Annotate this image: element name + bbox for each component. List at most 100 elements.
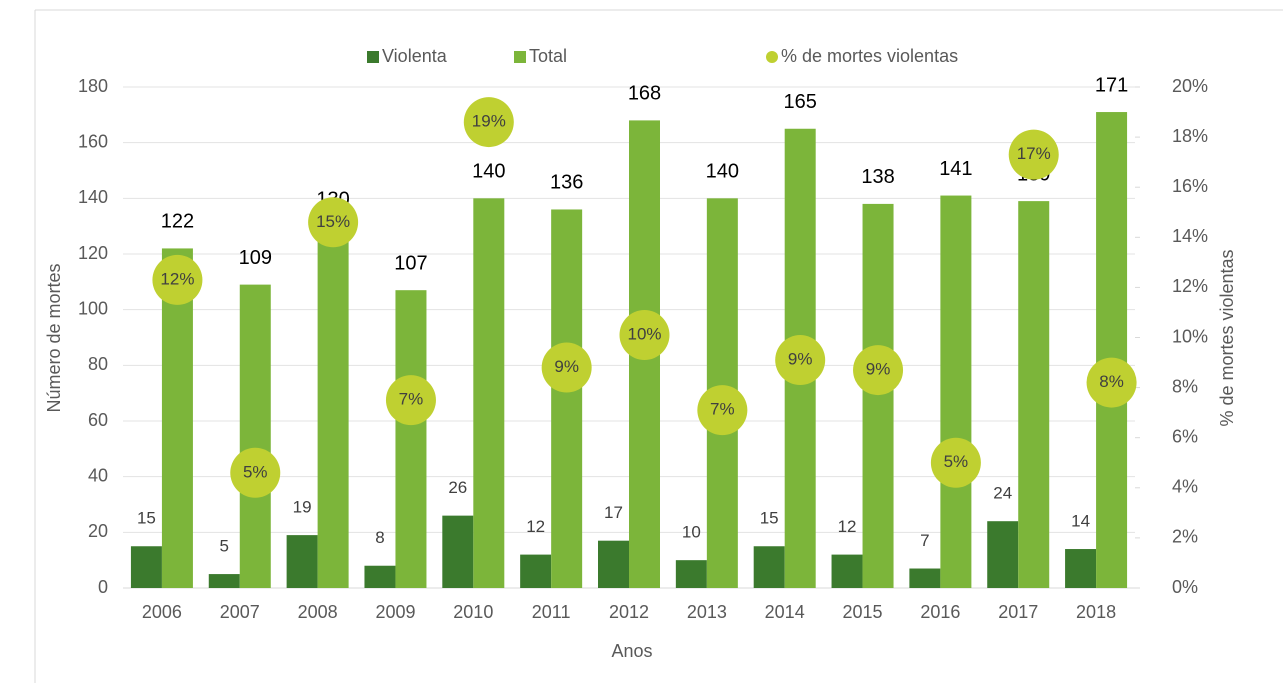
bar — [161, 248, 193, 588]
y-tick-label: 180 — [78, 76, 108, 96]
x-tick-label: 2015 — [843, 602, 883, 622]
bar — [909, 568, 941, 588]
data-label: 5 — [220, 537, 229, 556]
bar — [598, 540, 629, 588]
data-label: 8 — [375, 528, 384, 547]
bar — [442, 515, 474, 588]
bar — [831, 554, 863, 588]
y-tick-label: 40 — [88, 465, 108, 485]
bubble — [308, 197, 359, 248]
data-label: 12% — [160, 269, 194, 288]
x-tick-label: 2018 — [1076, 602, 1116, 622]
data-label: 15 — [137, 509, 156, 528]
data-label: 136 — [550, 172, 583, 194]
y-tick-label: 100 — [78, 298, 108, 318]
y-tick-label: 80 — [88, 354, 108, 374]
bar — [286, 535, 318, 588]
bar — [551, 209, 583, 588]
bar — [1065, 549, 1097, 588]
legend-label: Total — [529, 46, 567, 66]
y-axis-title: Número de mortes — [44, 263, 64, 412]
data-label: 140 — [706, 161, 739, 183]
bar — [130, 546, 162, 588]
data-label: 5% — [944, 452, 969, 471]
data-label: 138 — [861, 166, 894, 188]
data-label: 14 — [1071, 512, 1090, 531]
data-label: 168 — [628, 83, 661, 105]
bubble — [1008, 129, 1059, 180]
x-tick-label: 2016 — [920, 602, 960, 622]
y2-tick-label: 14% — [1172, 226, 1208, 246]
data-label: 165 — [784, 91, 817, 113]
bar — [473, 198, 505, 589]
y2-tick-label: 8% — [1172, 376, 1198, 396]
legend-swatch — [514, 51, 526, 63]
y-tick-label: 20 — [88, 521, 108, 541]
data-label: 7 — [920, 531, 929, 550]
legend-label: % de mortes violentas — [781, 46, 958, 66]
bar — [987, 521, 1019, 588]
y2-tick-label: 4% — [1172, 477, 1198, 497]
bar — [753, 546, 785, 588]
data-label: 7% — [399, 390, 424, 409]
y2-axis-title: % de mortes violentas — [1217, 249, 1237, 426]
data-label: 9% — [554, 357, 579, 376]
data-label: 12 — [838, 517, 857, 536]
data-label: 17 — [604, 503, 623, 522]
legend-swatch — [367, 51, 379, 63]
data-label: 171 — [1095, 74, 1128, 96]
x-tick-label: 2014 — [765, 602, 805, 622]
bar — [520, 554, 552, 588]
y2-tick-label: 6% — [1172, 426, 1198, 446]
x-tick-label: 2013 — [687, 602, 727, 622]
data-label: 10% — [627, 324, 661, 343]
bar — [364, 565, 396, 588]
data-label: 15% — [316, 212, 350, 231]
y-tick-label: 140 — [78, 187, 108, 207]
bar — [675, 560, 707, 588]
x-tick-label: 2007 — [220, 602, 260, 622]
y2-tick-label: 18% — [1172, 126, 1208, 146]
data-label: 8% — [1099, 372, 1124, 391]
y2-tick-label: 2% — [1172, 527, 1198, 547]
x-tick-label: 2006 — [142, 602, 182, 622]
x-tick-label: 2010 — [453, 602, 493, 622]
data-label: 26 — [448, 478, 467, 497]
bar — [1018, 201, 1050, 588]
x-tick-label: 2012 — [609, 602, 649, 622]
bubble — [930, 437, 981, 488]
bubble — [853, 345, 904, 396]
bubble — [385, 375, 436, 426]
x-tick-label: 2008 — [298, 602, 338, 622]
data-label: 107 — [394, 252, 427, 274]
data-label: 140 — [472, 161, 505, 183]
bubble — [1086, 357, 1137, 408]
y2-tick-label: 16% — [1172, 176, 1208, 196]
bar — [1096, 112, 1128, 589]
x-axis-title: Anos — [611, 641, 652, 661]
data-label: 109 — [239, 247, 272, 269]
x-tick-label: 2017 — [998, 602, 1038, 622]
data-label: 9% — [866, 360, 891, 379]
bubble — [775, 335, 826, 386]
data-label: 5% — [243, 462, 268, 481]
bar — [940, 195, 972, 589]
bar — [317, 226, 349, 588]
bar — [395, 290, 427, 588]
y-tick-label: 120 — [78, 243, 108, 263]
data-label: 122 — [161, 211, 194, 233]
data-label: 15 — [760, 509, 779, 528]
data-label: 19 — [293, 498, 312, 517]
legend-label: Violenta — [382, 46, 448, 66]
data-label: 12 — [526, 517, 545, 536]
y2-tick-label: 20% — [1172, 76, 1208, 96]
data-label: 17% — [1017, 144, 1051, 163]
data-label: 24 — [993, 484, 1012, 503]
bar — [239, 284, 271, 588]
bubble — [697, 385, 748, 436]
bubble — [463, 97, 514, 148]
bubble — [152, 254, 203, 305]
y2-tick-label: 12% — [1172, 276, 1208, 296]
bubble — [230, 447, 281, 498]
